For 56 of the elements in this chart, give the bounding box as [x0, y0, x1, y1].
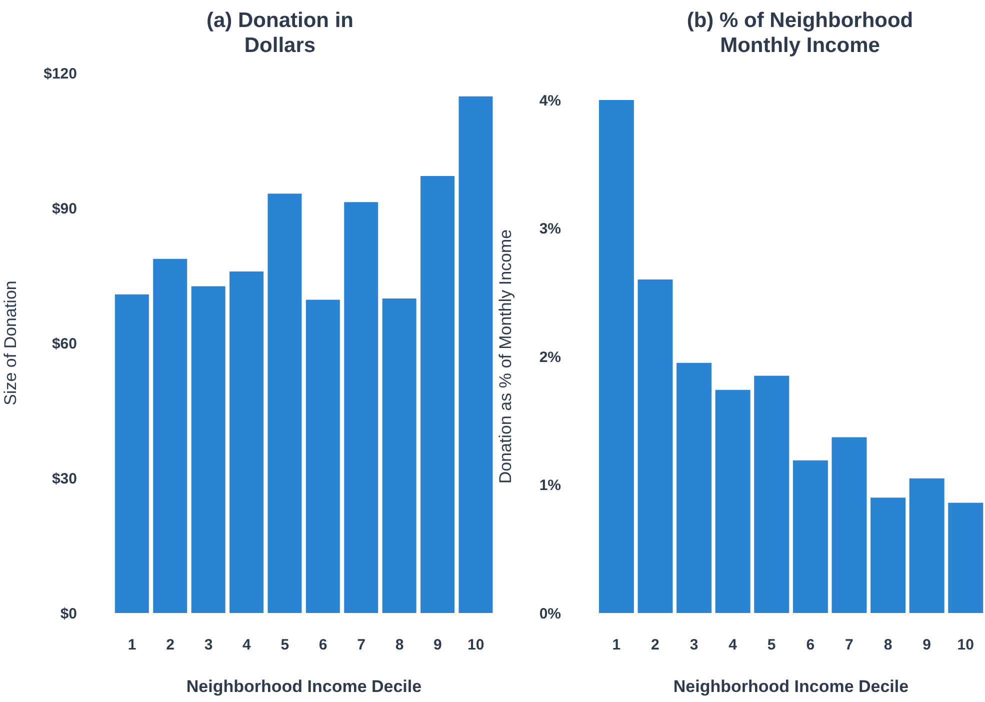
x-tick-label: 6	[318, 636, 328, 654]
bar	[832, 437, 867, 613]
y-tick-label: $0	[60, 605, 77, 622]
bar	[230, 271, 264, 613]
x-tick-label: 4	[242, 636, 252, 654]
bar	[909, 478, 944, 613]
x-tick-label: 1	[128, 636, 136, 654]
y-tick-label: 4%	[539, 92, 561, 110]
x-tick-label: 8	[395, 636, 404, 654]
bar	[715, 390, 750, 613]
x-tick-label: 6	[806, 636, 815, 654]
x-tick-label: 9	[922, 636, 931, 654]
x-tick-label: 9	[434, 636, 442, 654]
x-axis-title: Neighborhood Income Decile	[186, 677, 422, 696]
x-tick-label: 7	[357, 636, 366, 654]
chart-title: (a) Donation in Dollars	[206, 8, 354, 58]
y-tick-label: 0%	[539, 605, 561, 622]
bar	[306, 300, 340, 613]
bar	[420, 176, 455, 613]
bar	[598, 100, 634, 613]
y-tick-label: 3%	[539, 220, 561, 238]
bar	[268, 194, 302, 613]
bar	[948, 502, 984, 613]
bar	[114, 294, 149, 613]
bar	[870, 498, 906, 613]
bar	[153, 258, 188, 613]
x-tick-label: 1	[612, 636, 621, 654]
x-axis-title: Neighborhood Income Decile	[673, 677, 909, 696]
x-tick-label: 10	[468, 636, 484, 654]
x-tick-label: 7	[845, 636, 854, 654]
bar	[638, 280, 673, 613]
bar	[191, 286, 226, 613]
x-tick-label: 3	[204, 636, 213, 654]
y-tick-label: $120	[44, 65, 77, 82]
x-tick-label: 5	[280, 636, 290, 654]
x-tick-label: 2	[651, 636, 660, 654]
bar	[792, 460, 828, 613]
y-axis-title: Donation as % of Monthly Income	[496, 229, 516, 484]
y-tick-label: 2%	[539, 348, 561, 366]
bar	[344, 202, 378, 613]
x-tick-label: 4	[728, 636, 738, 654]
bar	[382, 298, 416, 613]
y-tick-label: 1%	[539, 477, 561, 494]
x-tick-label: 5	[767, 636, 776, 654]
bar	[676, 362, 712, 613]
x-tick-label: 10	[957, 636, 974, 654]
x-tick-label: 2	[166, 636, 174, 654]
y-tick-label: $30	[52, 470, 77, 488]
y-tick-label: $90	[52, 200, 77, 218]
y-axis-title: Size of Donation	[1, 280, 20, 406]
bar	[458, 96, 493, 613]
chart-title: (b) % of Neighborhood Monthly Income	[686, 8, 914, 58]
x-tick-label: 3	[690, 636, 698, 654]
bar	[754, 376, 790, 613]
x-tick-label: 8	[884, 636, 892, 654]
y-tick-label: $60	[52, 335, 77, 352]
